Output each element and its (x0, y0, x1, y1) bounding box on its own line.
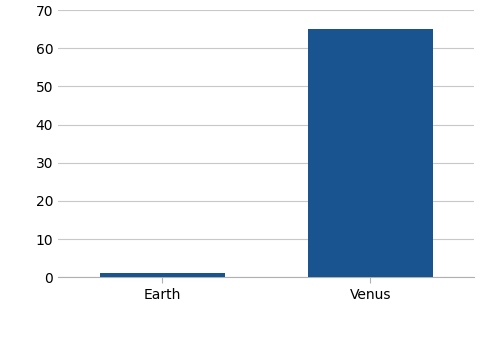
Bar (308, 29, 433, 277)
Bar (100, 272, 225, 277)
